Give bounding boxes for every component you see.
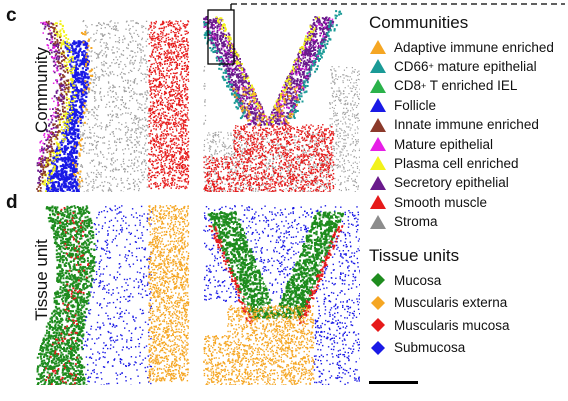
legend-item-label: CD66 — [394, 58, 429, 74]
triangle-icon — [370, 195, 386, 210]
triangle-icon — [370, 98, 386, 113]
legend-item-label: Submucosa — [394, 340, 466, 356]
legend-item: Submucosa — [369, 338, 465, 358]
diamond-icon — [371, 295, 385, 310]
legend-item: Innate immune enriched — [369, 115, 539, 135]
legend-item-superscript: + — [428, 61, 434, 72]
triangle-icon — [370, 214, 386, 229]
legend-item: Muscularis mucosa — [369, 315, 510, 335]
panel-letter-d: d — [6, 192, 18, 213]
legend-item-label: CD8 — [394, 78, 422, 94]
legend-item: Secretory epithelial — [369, 173, 509, 193]
triangle-icon — [370, 78, 386, 93]
triangle-icon — [370, 59, 386, 74]
legend-item-label-rest: mature epithelial — [433, 58, 537, 74]
legend-item: CD8 + T enriched IEL — [369, 76, 517, 96]
legend-item: Mucosa — [369, 270, 441, 290]
triangle-icon — [370, 175, 386, 190]
legend-item-label: Secretory epithelial — [394, 175, 509, 191]
tissue-unit-map-left — [36, 205, 190, 385]
legend-communities-title: Communities — [369, 13, 469, 32]
legend-item-label: Adaptive immune enriched — [394, 39, 554, 55]
tissue-unit-map-right — [203, 205, 360, 385]
legend-item-label: Innate immune enriched — [394, 117, 539, 133]
legend-item: Adaptive immune enriched — [369, 37, 554, 57]
legend-item-label: Follicle — [394, 97, 437, 113]
panel-letter-c: c — [6, 5, 17, 26]
legend-item-label: Stroma — [394, 214, 438, 230]
legend-item-label: Smooth muscle — [394, 194, 488, 210]
triangle-icon — [370, 156, 386, 171]
zoom-indicator — [207, 3, 565, 65]
diamond-icon — [371, 318, 385, 333]
legend-item: Stroma — [369, 212, 438, 232]
legend-item-label: Muscularis mucosa — [394, 317, 510, 333]
legend-item: Smooth muscle — [369, 192, 487, 212]
legend-item: Mature epithelial — [369, 134, 493, 154]
community-map-left — [36, 20, 190, 192]
legend-item-label: Plasma cell enriched — [394, 155, 519, 171]
legend-item: CD66 + mature epithelial — [369, 56, 537, 76]
legend-item: Muscularis externa — [369, 293, 507, 313]
community-map-right — [203, 10, 360, 192]
legend-item: Plasma cell enriched — [369, 153, 519, 173]
legend-item-superscript: + — [421, 80, 427, 91]
legend-tissue-units-title: Tissue units — [369, 246, 460, 265]
diamond-icon — [371, 340, 385, 355]
legend-item-label: Mature epithelial — [394, 136, 494, 152]
legend-item: Follicle — [369, 95, 436, 115]
triangle-icon — [370, 137, 386, 151]
zoom-box — [207, 9, 235, 65]
triangle-icon — [370, 117, 386, 132]
scale-bar — [369, 381, 418, 384]
legend-item-label-rest: T enriched IEL — [426, 78, 518, 94]
legend-item-label: Mucosa — [394, 272, 442, 288]
triangle-icon — [370, 40, 386, 54]
legend-item-label: Muscularis externa — [394, 295, 508, 311]
diamond-icon — [371, 273, 385, 287]
